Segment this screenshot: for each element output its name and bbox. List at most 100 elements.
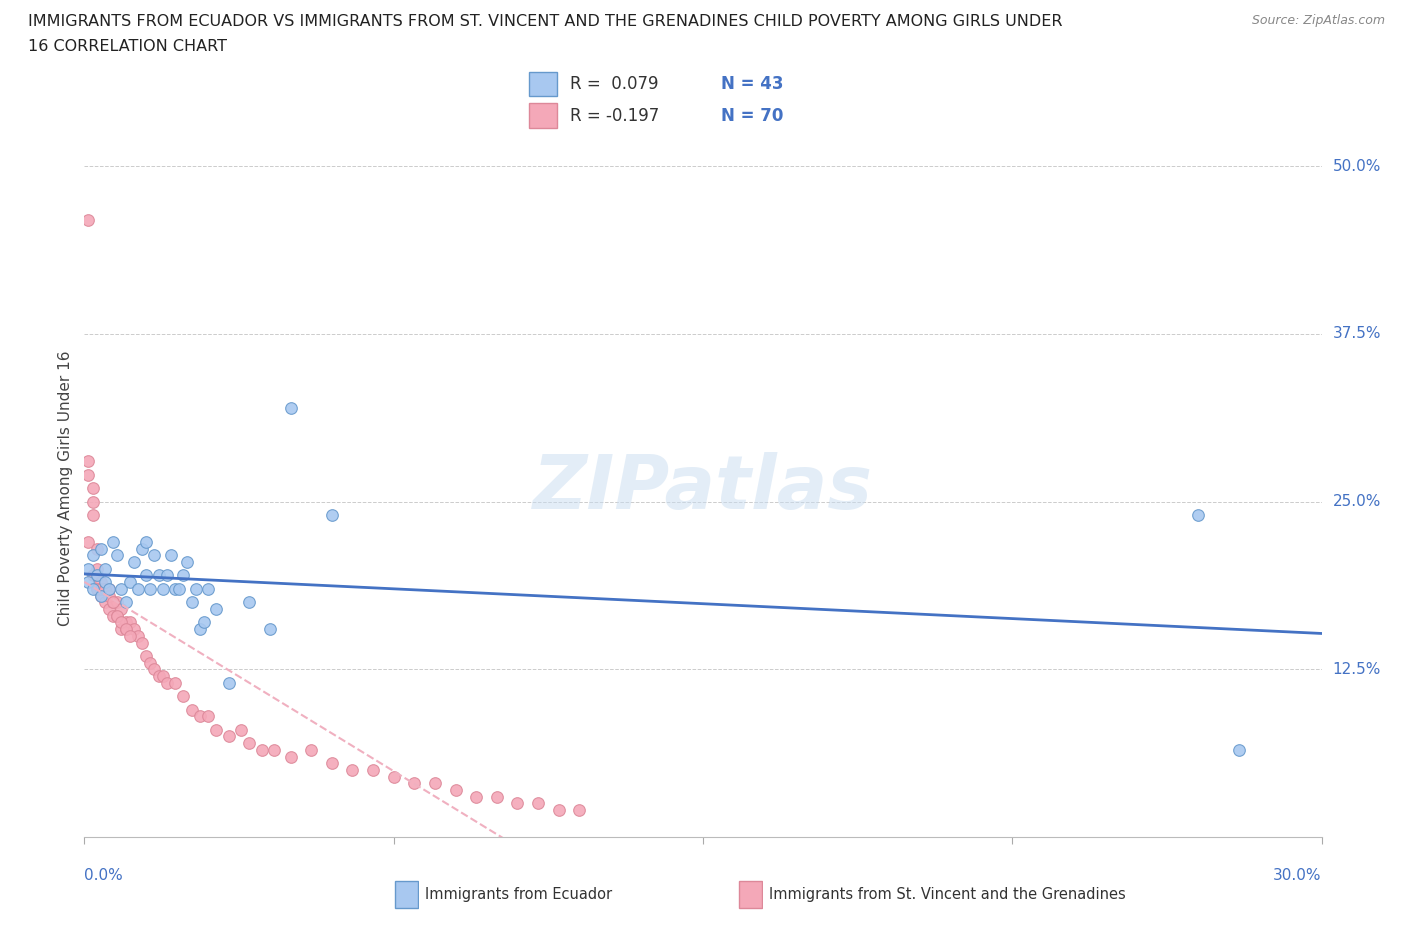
Point xyxy=(98,581,121,596)
Text: 12.5%: 12.5% xyxy=(1333,662,1381,677)
Point xyxy=(103,608,125,623)
Point xyxy=(1227,742,1250,757)
Point xyxy=(229,723,252,737)
Point xyxy=(143,548,166,563)
Point xyxy=(172,568,194,583)
Text: Immigrants from Ecuador: Immigrants from Ecuador xyxy=(425,887,612,902)
Point xyxy=(342,763,364,777)
Point xyxy=(259,621,281,636)
Point xyxy=(152,669,174,684)
Point xyxy=(98,581,121,596)
Point xyxy=(205,602,228,617)
Point xyxy=(156,568,179,583)
Point xyxy=(148,669,170,684)
Point xyxy=(90,588,112,603)
Point xyxy=(94,581,117,596)
Text: IMMIGRANTS FROM ECUADOR VS IMMIGRANTS FROM ST. VINCENT AND THE GRENADINES CHILD : IMMIGRANTS FROM ECUADOR VS IMMIGRANTS FR… xyxy=(28,14,1063,29)
Point xyxy=(86,581,108,596)
FancyBboxPatch shape xyxy=(530,103,557,128)
Point xyxy=(86,581,108,596)
Point xyxy=(94,581,117,596)
Point xyxy=(110,581,132,596)
Y-axis label: Child Poverty Among Girls Under 16: Child Poverty Among Girls Under 16 xyxy=(58,351,73,626)
Point xyxy=(114,621,136,636)
Point xyxy=(86,562,108,577)
Text: R =  0.079: R = 0.079 xyxy=(569,75,658,93)
Point xyxy=(90,588,112,603)
Point xyxy=(527,796,550,811)
Point xyxy=(82,481,104,496)
Point xyxy=(485,790,508,804)
Text: N = 43: N = 43 xyxy=(721,75,783,93)
Point xyxy=(167,581,190,596)
Point xyxy=(218,729,240,744)
Point xyxy=(197,581,219,596)
Point xyxy=(250,742,273,757)
Point xyxy=(135,535,157,550)
Point xyxy=(86,541,108,556)
Text: R = -0.197: R = -0.197 xyxy=(569,107,659,125)
Point xyxy=(131,635,153,650)
Text: 25.0%: 25.0% xyxy=(1333,494,1381,509)
Point xyxy=(321,756,343,771)
Point xyxy=(197,709,219,724)
Point xyxy=(218,675,240,690)
Point xyxy=(444,783,467,798)
Point xyxy=(105,608,128,623)
Point xyxy=(465,790,488,804)
Point xyxy=(98,602,121,617)
Text: Immigrants from St. Vincent and the Grenadines: Immigrants from St. Vincent and the Gren… xyxy=(769,887,1126,902)
Point xyxy=(180,595,202,610)
Point xyxy=(547,803,569,817)
Point xyxy=(77,535,100,550)
Point xyxy=(361,763,384,777)
Point xyxy=(103,535,125,550)
Point xyxy=(94,575,117,590)
Point xyxy=(105,595,128,610)
Point xyxy=(77,454,100,469)
Point xyxy=(77,562,100,577)
Point xyxy=(103,595,125,610)
Point xyxy=(77,213,100,228)
Point xyxy=(184,581,207,596)
Point xyxy=(118,615,141,630)
Point xyxy=(506,796,529,811)
Point xyxy=(193,615,215,630)
Point xyxy=(82,494,104,509)
Point xyxy=(238,736,260,751)
Point xyxy=(122,554,145,569)
Point xyxy=(105,608,128,623)
Point xyxy=(105,548,128,563)
Point xyxy=(238,595,260,610)
Point xyxy=(205,723,228,737)
Point xyxy=(263,742,285,757)
Point xyxy=(86,568,108,583)
Point xyxy=(82,568,104,583)
Point xyxy=(77,575,100,590)
Text: 37.5%: 37.5% xyxy=(1333,326,1381,341)
Point xyxy=(103,595,125,610)
Point xyxy=(382,769,405,784)
Point xyxy=(188,621,211,636)
Point xyxy=(122,621,145,636)
Point xyxy=(131,541,153,556)
Point xyxy=(110,621,132,636)
Point xyxy=(160,548,183,563)
Point xyxy=(135,648,157,663)
Point xyxy=(82,548,104,563)
Point xyxy=(321,508,343,523)
Text: 0.0%: 0.0% xyxy=(84,868,124,883)
Point xyxy=(94,562,117,577)
Point xyxy=(172,689,194,704)
Point xyxy=(98,588,121,603)
Point xyxy=(139,655,162,670)
Text: N = 70: N = 70 xyxy=(721,107,783,125)
Point xyxy=(139,581,162,596)
Text: ZIPatlas: ZIPatlas xyxy=(533,452,873,525)
Point xyxy=(143,662,166,677)
Point xyxy=(135,568,157,583)
Point xyxy=(90,541,112,556)
Point xyxy=(114,615,136,630)
Text: 50.0%: 50.0% xyxy=(1333,159,1381,174)
Text: Source: ZipAtlas.com: Source: ZipAtlas.com xyxy=(1251,14,1385,27)
